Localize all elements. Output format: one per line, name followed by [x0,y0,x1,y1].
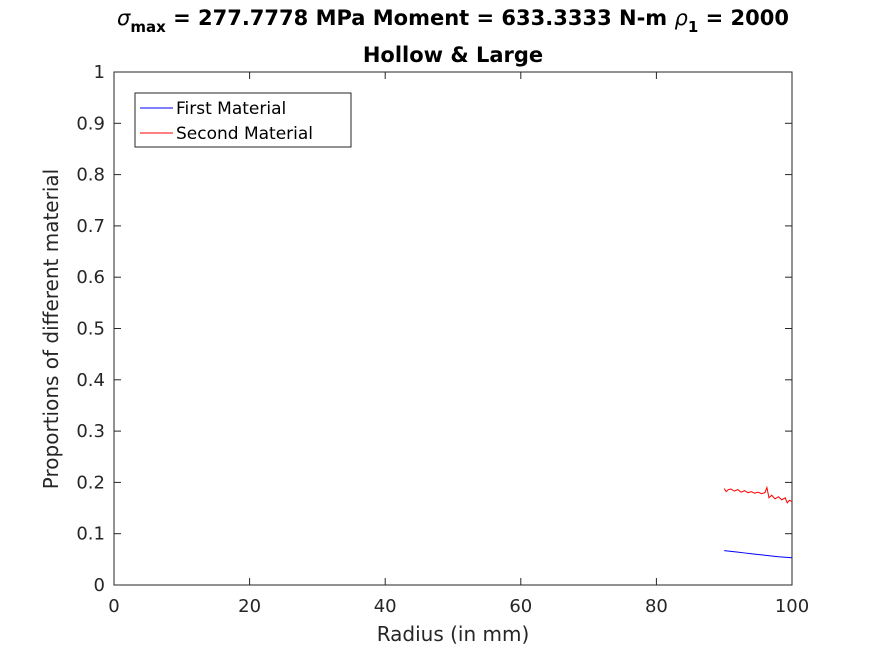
x-tick-label: 0 [108,596,119,617]
series-line-second-material [723,485,793,504]
rho-subscript: 1 [688,18,698,36]
legend: First Material Second Material [134,92,352,148]
y-tick-label: 0.5 [76,319,105,340]
series-lines [723,485,793,559]
legend-label-second-material: Second Material [176,124,313,144]
x-tick-label: 20 [238,596,261,617]
x-axis-title: Radius (in mm) [377,622,530,646]
y-tick-label: 0.1 [76,524,105,545]
x-tick-label: 100 [775,596,809,617]
axis-ticks: 0 20 40 60 80 100 0 0.1 0.2 0.3 0.4 0.5 0.6 0.7 0.8 0.9… [76,62,809,617]
y-tick-label: 0.9 [76,113,105,134]
rho-symbol: ρ [675,6,689,30]
y-tick-label: 1 [94,62,105,83]
sigma-subscript: max [130,18,166,36]
chart-title-line-2: Hollow & Large [363,43,543,67]
y-tick-label: 0.7 [76,216,105,237]
x-tick-label: 40 [374,596,397,617]
chart-title-line-1: σmax = 277.7778 MPa Moment = 633.3333 N-… [117,6,789,36]
y-tick-label: 0.3 [76,421,105,442]
y-tick-label: 0.6 [76,267,105,288]
rho-value-text: = 2000 [698,6,789,30]
plot-area [113,71,793,586]
sigma-moment-text: = 277.7778 MPa Moment = 633.3333 N-m [166,6,675,30]
legend-box [134,92,352,148]
sigma-symbol: σ [117,6,131,30]
y-axis-title: Proportions of different material [39,169,63,489]
y-tick-label: 0 [94,575,105,596]
x-tick-label: 80 [645,596,668,617]
legend-label-first-material: First Material [176,99,286,119]
y-tick-label: 0.2 [76,472,105,493]
x-tick-label: 60 [509,596,532,617]
y-tick-label: 0.8 [76,165,105,186]
series-line-first-material [724,550,793,559]
y-tick-label: 0.4 [76,370,105,391]
